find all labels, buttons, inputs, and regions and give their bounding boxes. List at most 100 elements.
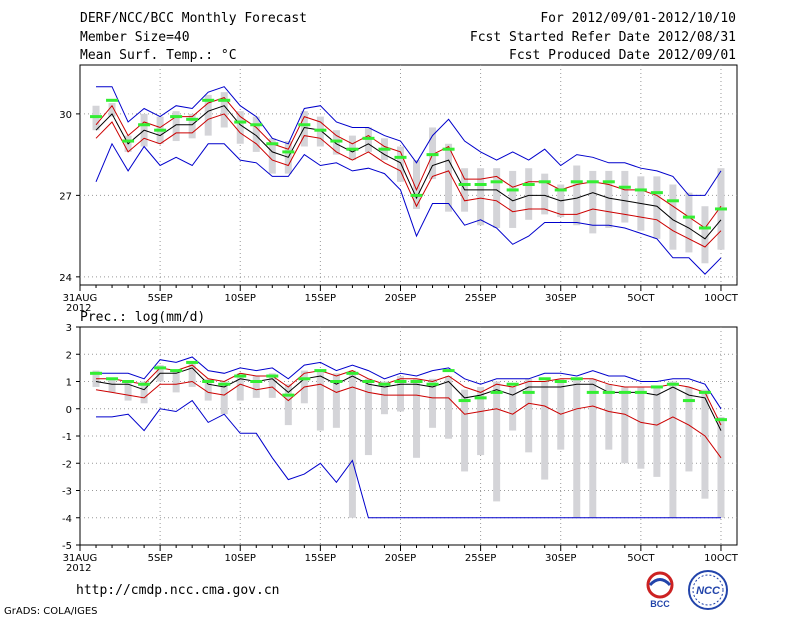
temp-mean-line [95, 105, 722, 240]
temp-obs-mark [474, 183, 487, 187]
prec-obs-mark [426, 382, 439, 386]
temp-obs-mark [538, 180, 551, 184]
temp-obs-mark [426, 153, 439, 157]
prec-obs-mark [458, 399, 471, 403]
prec-obs-mark [250, 380, 263, 383]
temp-spread-box [509, 170, 517, 228]
prec-spread-box [252, 376, 260, 398]
prec-spread-box [429, 378, 437, 428]
prec-max-line [96, 356, 722, 410]
temp-obs-mark [346, 147, 359, 151]
temp-spread-box [204, 94, 212, 136]
temp-obs-mark [362, 136, 375, 140]
temp-spread-box [220, 92, 228, 128]
grads-credit: GrADS: COLA/IGES [4, 606, 98, 617]
produced-date-label: Fcst Produced Date 2012/09/01 [509, 48, 736, 63]
prec-spread-box [461, 389, 469, 472]
prec-spread-box [364, 378, 372, 456]
forecast-period-label: For 2012/09/01-2012/10/10 [540, 11, 736, 26]
prec-obs-mark [650, 385, 663, 389]
temp-x-tick-label: 30SEP [545, 293, 576, 304]
temp-lower-line [95, 113, 722, 248]
prec-spread-box [172, 370, 180, 393]
temp-y-tick-label: 30 [59, 110, 72, 121]
prec-y-tick-label: -2 [62, 459, 72, 470]
prec-x-tick-label: 30SEP [545, 553, 576, 564]
prec-year-label: 2012 [66, 563, 91, 574]
prec-obs-mark [282, 393, 295, 397]
prec-min-line [96, 399, 721, 519]
temp-obs-mark [218, 98, 231, 102]
prec-y-tick-label: 1 [66, 378, 72, 389]
precip-title: Prec.: log(mm/d) [80, 310, 206, 325]
temp-obs-mark [234, 120, 247, 124]
temp-obs-mark [250, 123, 263, 127]
prec-spread-box [204, 378, 212, 401]
prec-x-tick-label: 5SEP [148, 553, 173, 564]
temp-obs-mark [266, 142, 279, 146]
prec-y-tick-label: -5 [62, 541, 72, 552]
temp-plot-frame [79, 64, 738, 286]
prec-spread-box [396, 376, 404, 412]
temp-obs-mark [666, 199, 679, 203]
temp-obs-mark [554, 188, 567, 192]
prec-obs-mark [170, 369, 183, 373]
prec-obs-mark [490, 390, 503, 394]
prec-spread-box [605, 384, 613, 450]
temp-obs-mark [714, 207, 727, 211]
prec-obs-mark [634, 390, 647, 394]
prec-spread-box [188, 362, 196, 387]
prec-obs-mark [602, 390, 615, 394]
temp-spread-box [701, 206, 709, 264]
temp-obs-mark [202, 98, 215, 102]
source-url[interactable]: http://cmdp.ncc.cma.gov.cn [76, 583, 280, 598]
prec-obs-mark [186, 360, 199, 364]
temp-obs-mark [138, 123, 151, 127]
temp-obs-mark [122, 139, 135, 143]
prec-obs-mark [106, 377, 119, 381]
temp-spread-box [172, 111, 180, 142]
temp-spread-box [653, 176, 661, 239]
temp-obs-mark [602, 180, 615, 184]
prec-x-tick-label: 10OCT [704, 553, 739, 564]
prec-obs-mark [666, 382, 679, 386]
temp-obs-mark [186, 117, 199, 121]
temp-x-tick-label: 31AUG [63, 293, 98, 304]
temp-obs-mark [282, 150, 295, 154]
prec-spread-box [220, 381, 228, 415]
temp-spread-box [573, 165, 581, 226]
prec-lower-line [95, 380, 722, 459]
prec-x-tick-label: 31AUG [63, 553, 98, 564]
prec-spread-box [348, 370, 356, 518]
prec-y-tick-label: 0 [66, 405, 72, 416]
prec-spread-box [380, 381, 388, 415]
temp-spread-box [268, 138, 276, 174]
prec-spread-box [541, 381, 549, 480]
ncc-logo: NCC [686, 568, 730, 612]
temp-spread-box [396, 146, 404, 182]
prec-obs-mark [154, 366, 167, 370]
prec-mean-line [95, 367, 722, 431]
prec-spread-box [573, 378, 581, 518]
prec-obs-mark [234, 374, 247, 378]
temp-spread-box [413, 160, 421, 209]
prec-spread-box [717, 416, 725, 518]
temp-max-line [96, 86, 722, 196]
prec-spread-box [108, 378, 116, 393]
prec-obs-mark [618, 390, 631, 394]
prec-spread-box [589, 378, 597, 518]
prec-spread-box [509, 386, 517, 431]
prec-spread-box [413, 378, 421, 458]
prec-obs-mark [138, 382, 151, 386]
temp-obs-mark [634, 188, 647, 192]
prec-x-tick-label: 20SEP [385, 553, 416, 564]
temp-spread-box [300, 111, 308, 147]
prec-obs-mark [202, 380, 215, 383]
temp-spread-box [525, 168, 533, 220]
prec-obs-mark [554, 380, 567, 383]
refer-date-label: Fcst Started Refer Date 2012/08/31 [469, 30, 736, 45]
prec-y-tick-label: -1 [62, 432, 72, 443]
temp-spread-box [685, 192, 693, 253]
prec-spread-box [284, 384, 292, 426]
prec-spread-box [621, 386, 629, 464]
